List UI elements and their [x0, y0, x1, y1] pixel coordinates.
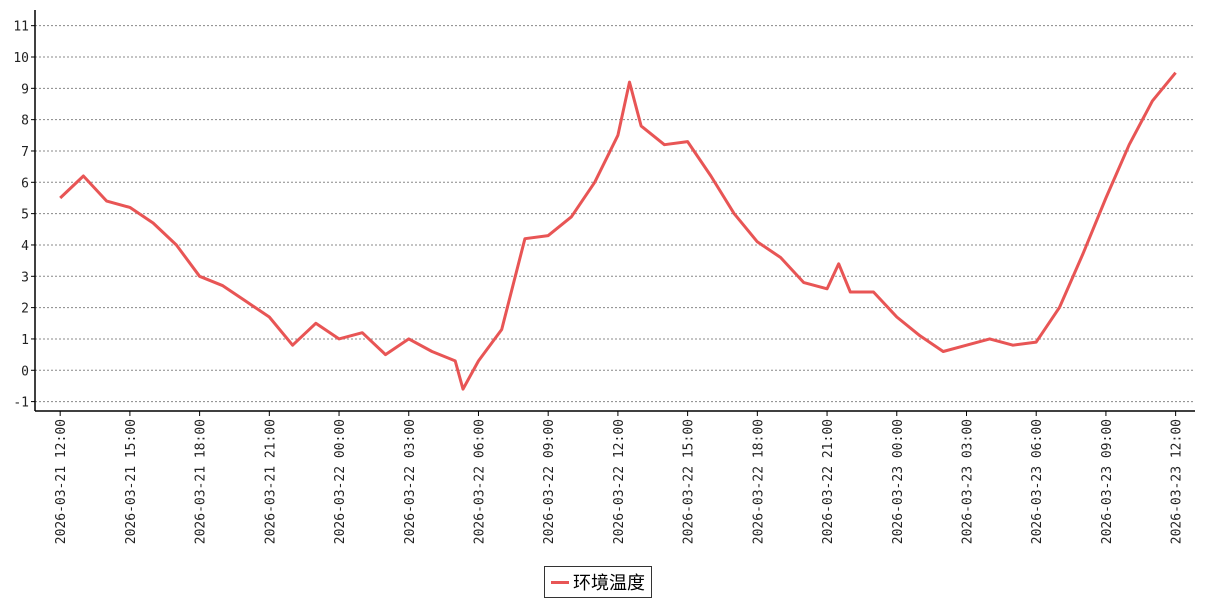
- y-tick-label: 0: [21, 364, 29, 379]
- x-tick-label: 2026-03-22 18:00: [751, 419, 766, 544]
- x-tick-label: 2026-03-22 00:00: [333, 419, 348, 544]
- x-tick-label: 2026-03-22 15:00: [682, 419, 697, 544]
- x-tick-label: 2026-03-23 00:00: [891, 419, 906, 544]
- x-tick-label: 2026-03-23 06:00: [1030, 419, 1045, 544]
- x-tick-label: 2026-03-22 21:00: [821, 419, 836, 544]
- x-tick-label: 2026-03-23 12:00: [1170, 419, 1185, 544]
- series-line: [59, 71, 1177, 391]
- x-tick-label: 2026-03-21 12:00: [54, 419, 69, 544]
- y-tick-label: 4: [21, 239, 29, 254]
- y-tick-label: 3: [21, 270, 29, 285]
- x-tick-label: 2026-03-21 21:00: [263, 419, 278, 544]
- x-tick-label: 2026-03-22 06:00: [472, 419, 487, 544]
- y-tick-label: 7: [21, 145, 29, 160]
- x-tick-label: 2026-03-22 09:00: [542, 419, 557, 544]
- x-tick-label: 2026-03-23 03:00: [960, 419, 975, 544]
- y-tick-label: 1: [21, 333, 29, 348]
- y-tick-label: 8: [21, 114, 29, 129]
- y-tick-label: -1: [13, 396, 29, 411]
- x-tick-label: 2026-03-22 12:00: [612, 419, 627, 544]
- y-tick-label: 11: [13, 20, 29, 35]
- legend-label: 环境温度: [573, 573, 645, 594]
- x-tick-label: 2026-03-23 09:00: [1100, 419, 1115, 544]
- legend-swatch: [551, 580, 569, 584]
- y-tick-label: 6: [21, 176, 29, 191]
- x-tick-label: 2026-03-21 15:00: [124, 419, 139, 544]
- x-tick-label: 2026-03-22 03:00: [403, 419, 418, 544]
- y-tick-label: 5: [21, 208, 29, 223]
- x-tick-label: 2026-03-21 18:00: [194, 419, 209, 544]
- y-tick-label: 2: [21, 302, 29, 317]
- legend: 环境温度: [544, 566, 652, 598]
- y-tick-label: 10: [13, 51, 29, 66]
- y-tick-label: 9: [21, 82, 29, 97]
